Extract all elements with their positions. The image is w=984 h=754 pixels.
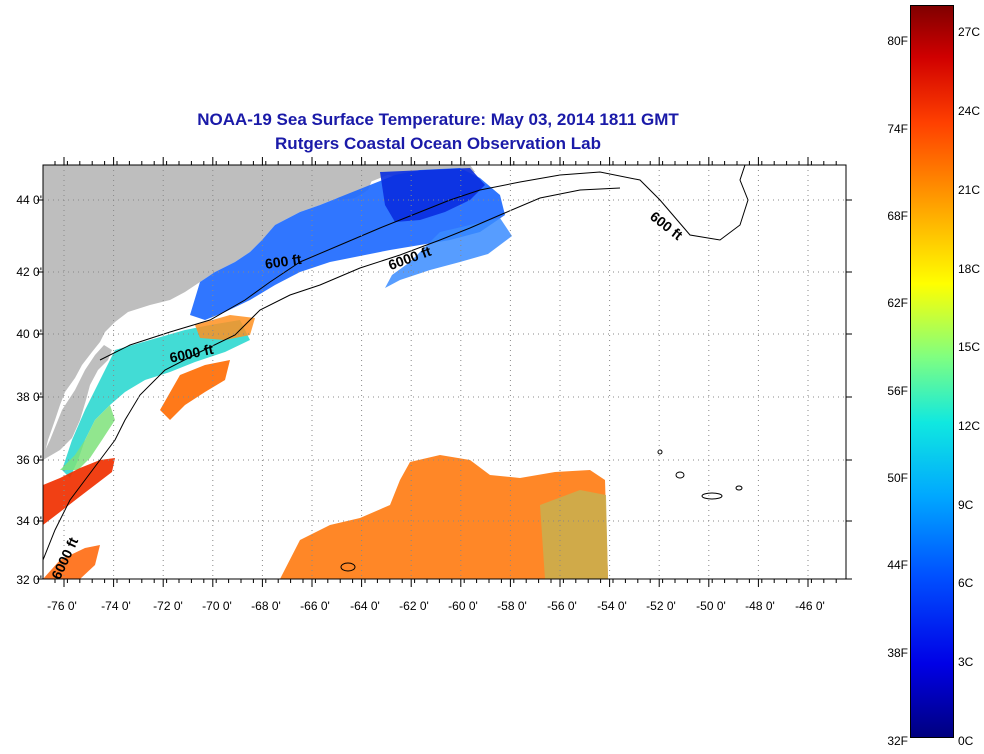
colorbar-tick-c: 24C (958, 104, 981, 118)
colorbar-tick-c: 18C (958, 262, 981, 276)
sst-warm-water-corner (43, 545, 100, 579)
seamount-contour (735, 485, 743, 491)
lon-tick-label: -54 0' (597, 599, 627, 613)
lon-tick-label: -48 0' (745, 599, 775, 613)
contour-600ft (99, 165, 749, 361)
sst-warm-water-south (280, 455, 608, 579)
seamount-contour (675, 471, 685, 479)
lon-tick-label: -66 0' (300, 599, 330, 613)
colorbar-tick-c: 15C (958, 340, 981, 354)
lat-tick-label: 34 0' (16, 514, 42, 528)
land-coast-detail (43, 345, 112, 460)
lon-tick-label: -72 0' (153, 599, 183, 613)
lat-tick-label: 42 0' (16, 265, 42, 279)
temperature-colorbar (910, 5, 954, 738)
sst-warm-water-coast (43, 458, 115, 525)
map-ticks (37, 157, 852, 587)
map-gridlines (43, 165, 846, 580)
lat-tick-label: 36 0' (16, 453, 42, 467)
map-frame (42, 164, 847, 580)
colorbar-tick-f: 38F (887, 646, 908, 660)
sst-cold-water-east (385, 218, 512, 288)
lat-tick-label: 32 0' (16, 573, 42, 587)
seamount-contour (657, 449, 663, 455)
colorbar-tick-f: 74F (887, 122, 908, 136)
lon-tick-label: -58 0' (497, 599, 527, 613)
lon-tick-label: -70 0' (202, 599, 232, 613)
colorbar-tick-f: 80F (887, 34, 908, 48)
seamount-contour (701, 492, 723, 500)
colorbar-tick-c: 6C (958, 576, 974, 590)
colorbar-tick-c: 3C (958, 655, 974, 669)
map-title-line2: Rutgers Coastal Ocean Observation Lab (275, 134, 601, 153)
sst-shelf-water-green (60, 405, 115, 470)
lon-tick-label: -76 0' (47, 599, 77, 613)
lon-tick-label: -64 0' (350, 599, 380, 613)
colorbar-tick-c: 21C (958, 183, 981, 197)
lon-tick-label: -46 0' (795, 599, 825, 613)
colorbar-tick-c: 9C (958, 498, 974, 512)
lat-tick-label: 40 0' (16, 327, 42, 341)
seamount-contour (340, 562, 356, 572)
lon-tick-label: -60 0' (448, 599, 478, 613)
lon-tick-label: -52 0' (646, 599, 676, 613)
lon-tick-label: -68 0' (251, 599, 281, 613)
lat-tick-label: 44 0' (16, 193, 42, 207)
lon-tick-label: -74 0' (101, 599, 131, 613)
lon-tick-label: -56 0' (547, 599, 577, 613)
colorbar-tick-f: 32F (887, 734, 908, 748)
colorbar-tick-f: 68F (887, 209, 908, 223)
lat-tick-label: 38 0' (16, 390, 42, 404)
map-title-line1: NOAA-19 Sea Surface Temperature: May 03,… (197, 110, 679, 129)
contour-6000ft (43, 187, 621, 561)
colorbar-tick-f: 62F (887, 296, 908, 310)
colorbar-tick-f: 56F (887, 384, 908, 398)
colorbar-tick-c: 12C (958, 419, 981, 433)
colorbar-tick-f: 50F (887, 471, 908, 485)
lon-tick-label: -62 0' (399, 599, 429, 613)
sst-cold-water-deep (380, 168, 485, 222)
land-area (43, 165, 395, 460)
colorbar-tick-c: 0C (958, 734, 974, 748)
sst-orange-shelf-edge (195, 315, 255, 340)
sst-warm-water-east (540, 490, 608, 579)
map-title: NOAA-19 Sea Surface Temperature: May 03,… (40, 108, 836, 156)
lon-tick-label: -50 0' (696, 599, 726, 613)
colorbar-tick-c: 27C (958, 25, 981, 39)
colorbar-tick-f: 44F (887, 558, 908, 572)
